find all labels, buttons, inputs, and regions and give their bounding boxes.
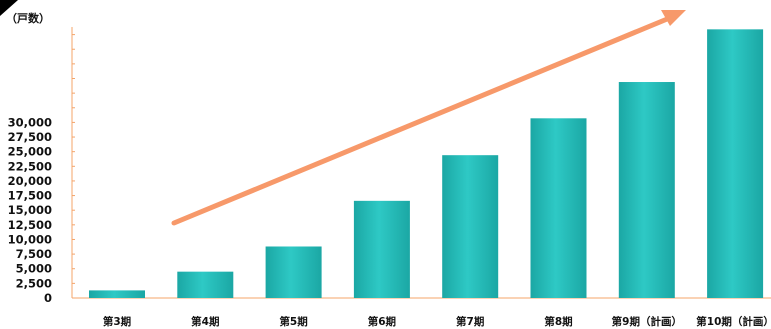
x-category-label: 第7期 [456, 315, 484, 328]
category-labels: 第3期 第4期 第5期 第6期 第7期 第8期 第9期（計画） 第10期（計画） [103, 315, 771, 328]
y-tick-label: 10,000 [8, 232, 52, 246]
bar [442, 155, 499, 298]
x-category-label: 第3期 [103, 315, 131, 328]
trend-arrow-shaft [171, 14, 675, 226]
bar [265, 246, 322, 298]
y-tick-label: 17,500 [8, 189, 52, 203]
x-category-label: 第8期 [544, 315, 572, 328]
y-axis-minor-ticks [72, 34, 75, 299]
trend-arrow-head [661, 10, 686, 26]
bar [530, 118, 587, 298]
x-category-label: 第10期（計画） [696, 315, 771, 328]
y-tick-label: 30,000 [8, 115, 52, 129]
y-tick-label: 15,000 [8, 203, 52, 217]
y-axis-unit-label: （戸数） [6, 11, 50, 25]
y-tick-label: 7,500 [16, 247, 52, 261]
y-tick-label: 5,000 [16, 262, 52, 276]
y-tick-label: 27,500 [8, 130, 52, 144]
y-tick-label: 20,000 [8, 174, 52, 188]
corner-mark [0, 0, 18, 16]
y-tick-label: 25,000 [8, 145, 52, 159]
x-category-label: 第4期 [191, 315, 219, 328]
bar [177, 271, 234, 298]
y-tick-label: 2,500 [16, 276, 52, 290]
y-tick-label: 22,500 [8, 159, 52, 173]
bar [618, 82, 675, 298]
y-axis-ticks: 02,5005,0007,50010,00012,50015,00017,500… [8, 115, 52, 305]
bar [707, 29, 764, 299]
bars-group [89, 29, 764, 299]
bar [89, 290, 145, 298]
trend-arrow [171, 10, 686, 226]
y-tick-label: 0 [44, 291, 52, 305]
x-category-label: 第6期 [368, 315, 396, 328]
y-tick-label: 12,500 [8, 218, 52, 232]
x-category-label: 第9期（計画） [612, 315, 682, 328]
x-category-label: 第5期 [279, 315, 307, 328]
bar [353, 200, 410, 298]
